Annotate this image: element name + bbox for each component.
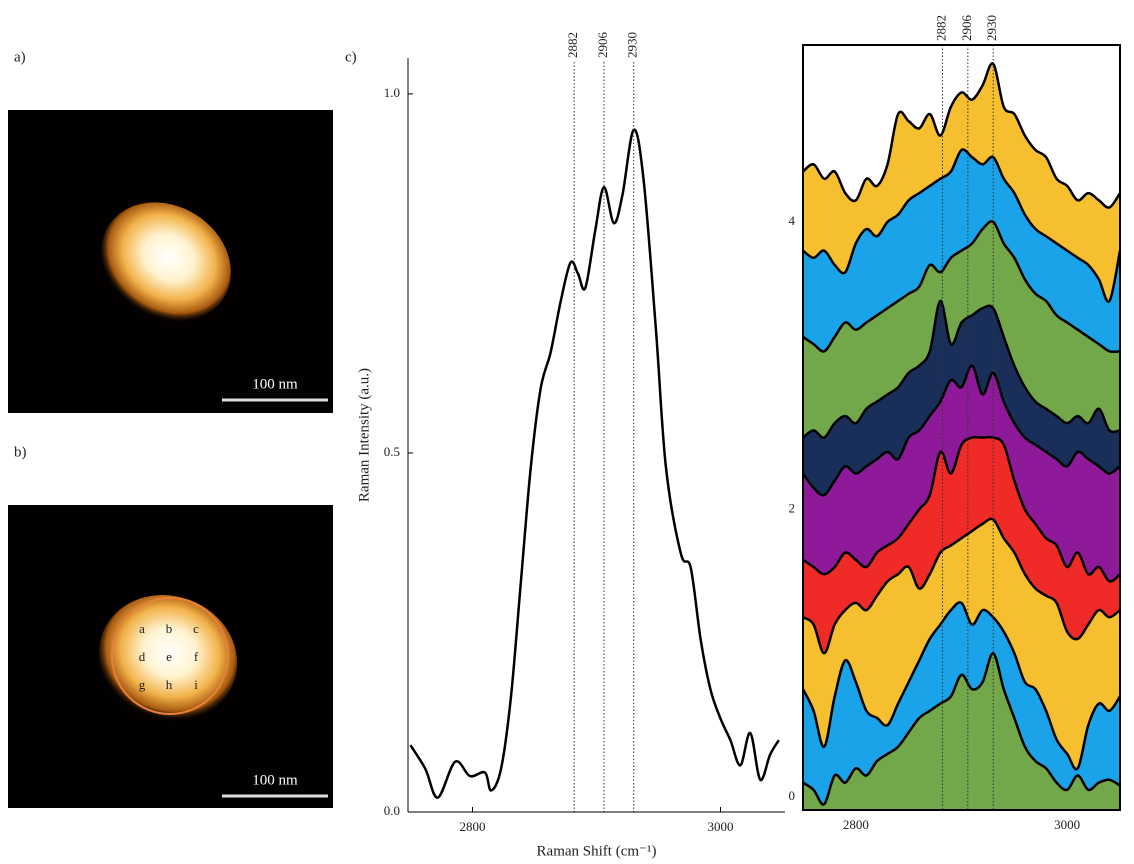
plot-frame <box>802 44 1121 811</box>
panel-label: b) <box>14 444 27 460</box>
reference-label: 2930 <box>984 15 999 41</box>
data-line <box>803 435 1120 583</box>
data-line <box>803 652 1120 806</box>
x-axis-title: Raman Shift (cm⁻¹) <box>902 841 1022 857</box>
y-tick-label: 0.0 <box>384 803 400 818</box>
data-line <box>803 517 1120 655</box>
data-line <box>803 601 1120 771</box>
panel-label: d) <box>760 49 773 65</box>
grid-label: a <box>139 621 145 636</box>
x-tick-label: 3000 <box>708 819 734 834</box>
data-line <box>803 364 1120 497</box>
chart: d) Raman Shift (cm⁻¹) Raman Intensity (a.u… <box>760 49 1120 857</box>
grid-label: d <box>139 649 146 664</box>
chart: c) Raman Shift (cm⁻¹) Raman Intensity (a.u… <box>345 49 780 859</box>
grid-label: i <box>194 677 198 692</box>
reference-label: 2930 <box>625 32 640 58</box>
grid-label: b <box>166 621 173 636</box>
reference-label: 2882 <box>933 15 948 41</box>
data-line <box>409 128 780 799</box>
reference-label: 2906 <box>595 32 610 59</box>
data-line <box>803 62 1120 209</box>
y-tick-label: 0 <box>789 788 796 803</box>
grid-labels: a b c d e f g h i <box>139 621 199 692</box>
selection-circle <box>111 597 229 715</box>
y-axis-title: Raman Intensity (a.u.) <box>356 368 372 502</box>
reference-label: 2882 <box>565 32 580 58</box>
data-line <box>803 148 1120 303</box>
x-tick-label: 2800 <box>843 817 869 832</box>
grid-label: e <box>166 649 172 664</box>
particle <box>101 202 231 322</box>
y-tick-label: 0.5 <box>384 444 400 459</box>
data-line <box>803 299 1120 439</box>
particle <box>98 595 238 721</box>
y-tick-label: 4 <box>789 213 796 228</box>
grid-label: f <box>194 649 199 664</box>
area-fill <box>803 653 1120 810</box>
y-tick-label: 2 <box>789 500 796 515</box>
x-axis-title: Raman Shift (cm⁻¹) <box>537 843 657 859</box>
panel-label: a) <box>14 49 26 65</box>
grid-label: g <box>139 677 146 692</box>
reference-label: 2906 <box>959 15 974 42</box>
y-axis-title: Raman Intensity (a.u.) <box>763 369 778 485</box>
data-line <box>803 220 1120 354</box>
scale-bar-label: 100 nm <box>252 772 298 788</box>
grid-label: h <box>166 677 173 692</box>
panel-label: c) <box>345 49 357 65</box>
grid-label: c <box>193 621 199 636</box>
x-tick-label: 3000 <box>1054 817 1080 832</box>
y-tick-label: 1.0 <box>384 85 400 100</box>
x-tick-label: 2800 <box>459 819 485 834</box>
scale-bar-label: 100 nm <box>252 376 298 392</box>
